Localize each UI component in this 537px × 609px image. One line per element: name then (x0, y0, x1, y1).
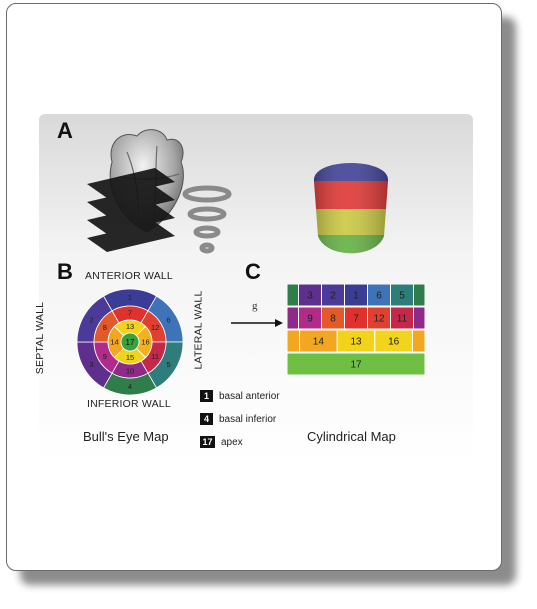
panel-label-b: B (57, 259, 73, 284)
bulls-eye-segment-number: 3 (89, 360, 93, 369)
bulls-eye-segment-number: 2 (89, 315, 93, 324)
septal-wall-label: SEPTAL WALL (34, 301, 47, 375)
cylindrical-cell-number: 5 (399, 291, 405, 302)
cylindrical-cell-number: 8 (330, 314, 336, 325)
cylindrical-cell-number: 9 (307, 314, 313, 325)
panel-label-c: C (245, 259, 261, 284)
legend-text: apex (221, 436, 243, 448)
legend-text: basal anterior (219, 390, 280, 402)
bulls-eye-caption: Bull's Eye Map (83, 429, 169, 444)
bulls-eye-segment-number: 16 (141, 338, 149, 347)
figure-card: A B C ANTERIOR WALL INFERIOR WALL SEPTAL… (6, 3, 502, 571)
bulls-eye-segment-number: 6 (166, 315, 170, 324)
bulls-eye-segment-number: 14 (110, 338, 118, 347)
cylindrical-cell (413, 284, 425, 307)
bulls-eye-segment-number: 12 (151, 323, 159, 332)
cylindrical-cell-number: 16 (388, 337, 400, 348)
bulls-eye-segment-number: 11 (151, 352, 159, 361)
bulls-eye-segment-number: 15 (126, 353, 134, 362)
cylindrical-cell-number: 14 (313, 337, 325, 348)
cylindrical-cell (411, 329, 425, 353)
bulls-eye-segment-number: 13 (126, 322, 134, 331)
bulls-eye-segment-number: 5 (166, 360, 170, 369)
slice-planes (87, 168, 175, 252)
lateral-wall-label: LATERAL WALL (192, 290, 205, 370)
legend-number: 4 (200, 413, 213, 425)
arrow-icon (231, 319, 283, 327)
bulls-eye-apex (120, 332, 140, 352)
ring-stack-icon (182, 185, 232, 254)
cylindrical-cell (287, 284, 299, 307)
cylindrical-cell-number: 3 (307, 291, 313, 302)
bulls-eye-segment-number: 4 (128, 382, 132, 391)
cylindrical-cell (413, 306, 425, 330)
bulls-eye-segment-number: 8 (103, 323, 107, 332)
panel-label-a: A (57, 118, 73, 143)
bulls-eye-apex-number: 17 (126, 338, 135, 347)
cylindrical-cell (287, 352, 425, 376)
bulls-eye-segment-number: 7 (128, 309, 132, 318)
cylindrical-cell-number: 2 (330, 291, 336, 302)
arrow-label: g (252, 300, 258, 312)
cylindrical-cell-number: 17 (350, 360, 362, 371)
cylindrical-cell-number: 12 (373, 314, 385, 325)
legend-number: 17 (200, 436, 215, 448)
bulls-eye-segment-number: 1 (128, 293, 132, 302)
cylindrical-cell (287, 329, 301, 353)
cylindrical-cell-number: 7 (353, 314, 359, 325)
anterior-wall-label: ANTERIOR WALL (85, 270, 173, 282)
bulls-eye-segment-number: 10 (126, 367, 134, 376)
cylinder-model (313, 163, 389, 254)
cylindrical-cell-number: 11 (397, 314, 408, 325)
legend-item: 17 apex (200, 435, 243, 449)
cylindrical-cell-number: 13 (350, 337, 362, 348)
legend-number: 1 (200, 390, 213, 402)
cylindrical-cell-number: 1 (353, 291, 359, 302)
legend-item: 4 basal inferior (200, 412, 276, 426)
inferior-wall-label: INFERIOR WALL (87, 398, 171, 410)
legend-text: basal inferior (219, 413, 277, 425)
legend-item: 1 basal anterior (200, 389, 280, 403)
cylindrical-cell-number: 6 (376, 291, 382, 302)
panel-a-illustration (87, 129, 232, 254)
cylindrical-caption: Cylindrical Map (307, 429, 396, 444)
bulls-eye-segment-number: 9 (103, 352, 107, 361)
cylindrical-cell (287, 306, 299, 330)
